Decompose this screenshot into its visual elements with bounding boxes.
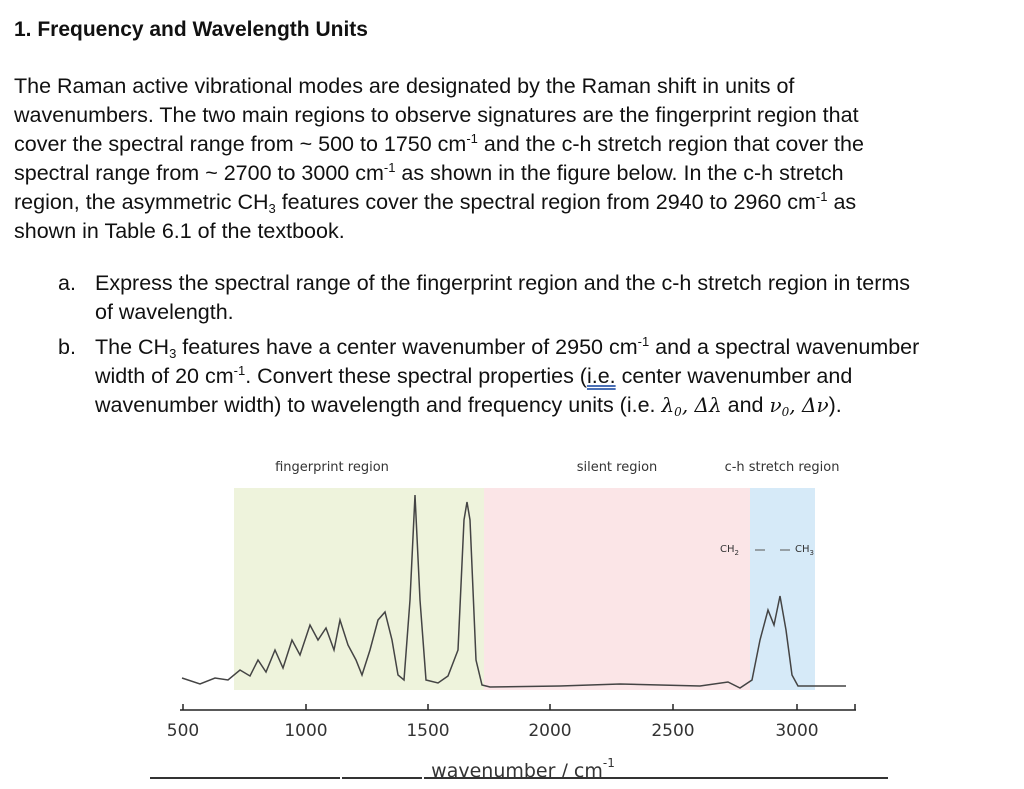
text-run: features have a center wavenumber of 295… [176, 335, 638, 359]
text-run: region, the asymmetric CH [14, 190, 269, 214]
text-run: cover the spectral range from ~ 500 to 1… [14, 132, 467, 156]
text-run: Express the spectral range of the finger… [95, 271, 911, 295]
text-run: , Δν [789, 393, 829, 417]
text-run: ). [828, 393, 842, 417]
x-tick-label: 3000 [775, 721, 818, 741]
text-run: -1 [815, 189, 828, 204]
heading: 1. Frequency and Wavelength Units [14, 18, 368, 41]
text-run: -1 [466, 131, 478, 146]
text-run: , Δλ [681, 393, 722, 417]
silent-band [484, 488, 750, 690]
text-run: -1 [603, 756, 615, 770]
text-run: b. [58, 335, 76, 359]
x-tick-label: 2500 [651, 721, 694, 741]
x-ticks [182, 704, 856, 710]
text-run: 3 [169, 346, 177, 361]
intro: The Raman active vibrational modes are d… [14, 72, 864, 246]
text-run: and a spectral wavenumber [649, 335, 920, 359]
text-run: as shown in the figure below. In the c-h… [395, 161, 844, 185]
text-run: . Convert these spectral properties ( [245, 364, 587, 388]
text-run: -1 [233, 363, 246, 378]
text-run: 3 [810, 549, 814, 557]
text-run: The Raman active vibrational modes are d… [14, 74, 795, 98]
text-run: center wavenumber and [615, 364, 853, 388]
text-run: -1 [383, 160, 396, 175]
text-run: λ [661, 393, 675, 417]
text-run: -1 [637, 334, 650, 349]
text-run: spectral range from ~ 2700 to 3000 cm [14, 161, 384, 185]
text-run: ν [769, 393, 782, 417]
x-tick-label: 500 [167, 721, 199, 741]
spectrum [181, 494, 846, 689]
region-label: silent region [577, 460, 658, 475]
text-run: CH [795, 544, 810, 555]
x-tick-label: 2000 [528, 721, 571, 741]
text-run: wavenumbers. The two main regions to obs… [14, 103, 859, 127]
text-run: 0 [674, 405, 682, 419]
text-run: of wavelength. [95, 300, 234, 324]
region-label: fingerprint region [275, 460, 389, 475]
x-tick-label: 1000 [284, 721, 327, 741]
text-run: and the c-h stretch region that cover th… [477, 132, 864, 156]
ch-band [750, 488, 815, 690]
fingerprint-band [234, 488, 484, 690]
text-run: 3 [268, 201, 276, 216]
text-run: 2 [735, 549, 739, 557]
text-run: shown in Table 6.1 of the textbook. [14, 219, 345, 243]
text-run: features cover the spectral region from … [275, 190, 816, 214]
x-axis-label: wavenumber / cm-1 [431, 756, 615, 782]
x-tick-label: 1500 [406, 721, 449, 741]
text-run: wavenumber width) to wavelength and freq… [95, 393, 662, 417]
text-run: The CH [95, 335, 170, 359]
text-run: as [827, 190, 857, 214]
text-run: and [721, 393, 770, 417]
group-label: CH2 [720, 544, 739, 557]
text-run: i.e. [586, 364, 616, 388]
figure: fingerprint region silent region c-h str… [150, 460, 888, 782]
region-label: c-h stretch region [725, 460, 840, 475]
text-run: width of 20 cm [95, 364, 234, 388]
text-run: CH [720, 544, 735, 555]
text-run: wavenumber / cm [431, 760, 603, 782]
text-run: 0 [781, 405, 790, 419]
text-run: a. [58, 271, 76, 295]
group-label: CH3 [795, 544, 814, 557]
